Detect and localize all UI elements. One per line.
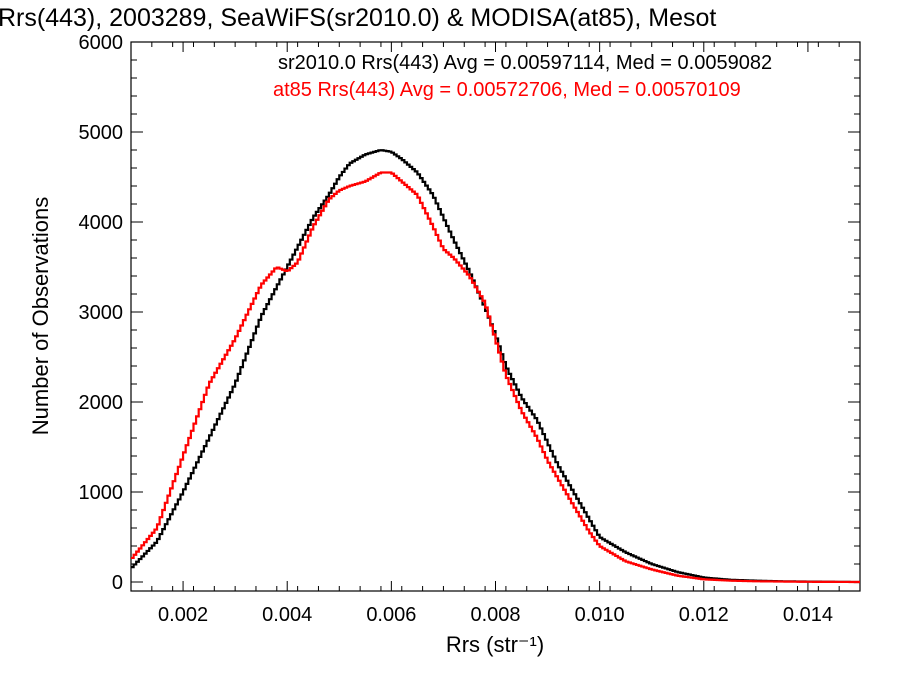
y-tick-label: 2000 — [79, 392, 124, 414]
series-sr2010-line — [131, 149, 860, 584]
y-tick-label: 6000 — [79, 32, 124, 54]
x-tick-label: 0.002 — [158, 604, 208, 626]
legend-entry-at85: at85 Rrs(443) Avg = 0.00572706, Med = 0.… — [273, 79, 741, 101]
y-axis-label: Number of Observations — [28, 197, 53, 435]
y-tick-label: 1000 — [79, 482, 124, 504]
y-tick-label: 3000 — [79, 302, 124, 324]
x-tick-label: 0.010 — [575, 604, 625, 626]
x-tick-label: 0.008 — [470, 604, 520, 626]
axis-tick-labels: 0.002 0.004 0.006 0.008 0.010 0.012 0.014 0 1000… — [79, 32, 833, 626]
x-tick-label: 0.006 — [366, 604, 416, 626]
y-tick-label: 0 — [112, 572, 123, 594]
x-tick-label: 0.014 — [783, 604, 833, 626]
series-group — [131, 149, 860, 584]
plot-area — [130, 41, 861, 592]
x-axis-label: Rrs (str⁻¹) — [446, 632, 544, 657]
series-at85-line — [131, 171, 860, 584]
y-tick-label: 5000 — [79, 122, 124, 144]
y-tick-label: 4000 — [79, 212, 124, 234]
x-tick-label: 0.012 — [679, 604, 729, 626]
chart-title: Rrs(443), 2003289, SeaWiFS(sr2010.0) & M… — [0, 4, 716, 32]
x-tick-label: 0.004 — [262, 604, 312, 626]
legend-entry-sr2010: sr2010.0 Rrs(443) Avg = 0.00597114, Med … — [278, 52, 772, 74]
axis-ticks — [130, 41, 861, 591]
